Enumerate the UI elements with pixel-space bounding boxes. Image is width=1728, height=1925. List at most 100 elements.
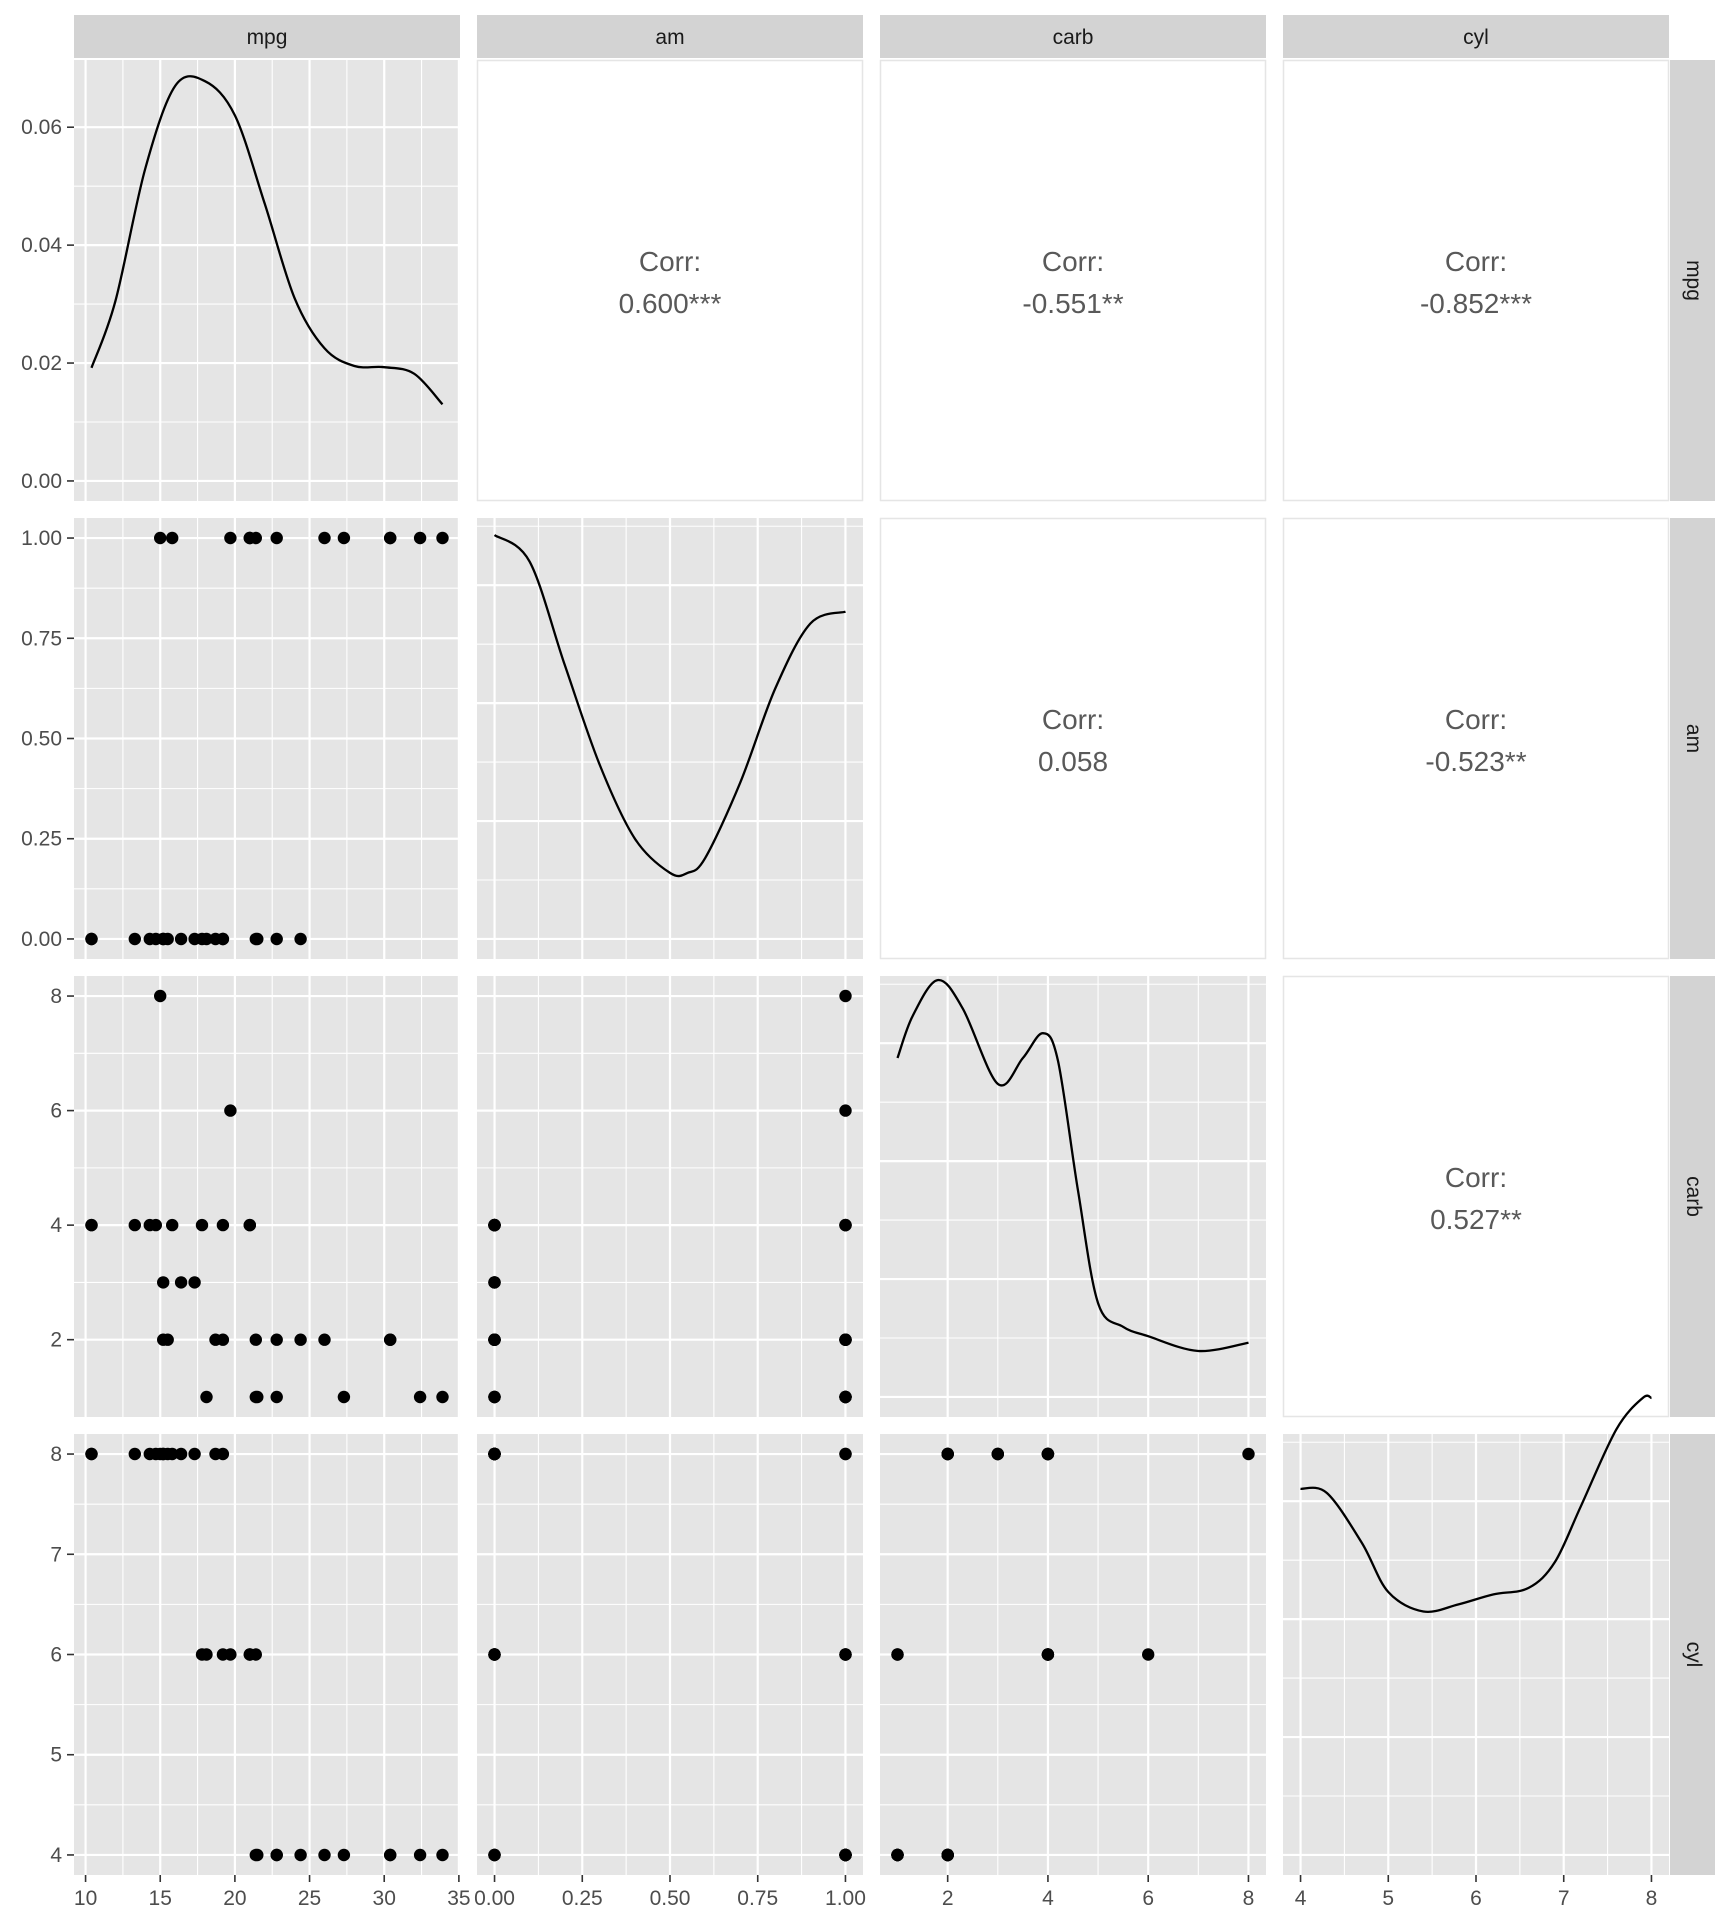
scatter-point bbox=[85, 1447, 98, 1461]
scatter-point bbox=[270, 932, 283, 946]
x-tick-label: 0.00 bbox=[474, 1887, 515, 1910]
y-tick-label: 5 bbox=[50, 1744, 62, 1767]
correlation-label: Corr: bbox=[1042, 246, 1104, 277]
scatter-point bbox=[85, 932, 98, 946]
correlation-panel bbox=[1282, 517, 1670, 960]
correlation-label: Corr: bbox=[1445, 1162, 1507, 1193]
y-tick-label: 8 bbox=[50, 1443, 62, 1466]
x-tick-label: 15 bbox=[149, 1887, 172, 1910]
scatter-point bbox=[188, 932, 201, 946]
x-tick-label: 10 bbox=[74, 1887, 97, 1910]
x-tick-label: 6 bbox=[1470, 1887, 1482, 1910]
density-curve-mpg bbox=[90, 75, 444, 406]
strip-right-label: carb bbox=[1682, 1176, 1705, 1217]
correlation-label: Corr: bbox=[1445, 704, 1507, 735]
density-curve-carb bbox=[896, 978, 1249, 1353]
scatter-point bbox=[1242, 1447, 1255, 1461]
correlation-panel bbox=[1282, 59, 1670, 502]
scatter-point bbox=[166, 1447, 179, 1461]
scatter-point bbox=[891, 1848, 904, 1862]
y-tick-label: 8 bbox=[50, 985, 62, 1008]
panel-background bbox=[880, 976, 1266, 1417]
scatter-point bbox=[174, 932, 188, 946]
y-tick-label: 6 bbox=[50, 1644, 62, 1667]
scatter-point bbox=[149, 1218, 162, 1232]
strip-right-label: mpg bbox=[1682, 260, 1705, 301]
y-tick-label: 1.00 bbox=[21, 527, 62, 550]
scatter-point bbox=[270, 1333, 283, 1346]
scatter-point bbox=[384, 531, 397, 545]
scatter-point bbox=[1041, 1447, 1055, 1461]
strip-top-label: cyl bbox=[1463, 26, 1489, 49]
correlation-label: Corr: bbox=[1445, 246, 1507, 277]
correlation-value: 0.058 bbox=[1038, 746, 1108, 777]
strip-top-mpg bbox=[74, 15, 460, 58]
x-tick-label: 0.50 bbox=[650, 1887, 691, 1910]
strip-right-label: am bbox=[1682, 724, 1705, 753]
x-tick-label: 5 bbox=[1382, 1887, 1394, 1910]
x-tick-label: 35 bbox=[447, 1887, 470, 1910]
correlation-value: 0.600*** bbox=[619, 288, 722, 319]
scatter-point bbox=[1041, 1648, 1055, 1661]
scatter-point bbox=[839, 1333, 852, 1346]
y-tick-label: 0.50 bbox=[21, 728, 62, 751]
scatter-point bbox=[941, 1447, 954, 1461]
y-tick-label: 0.75 bbox=[21, 627, 62, 650]
scatter-point bbox=[294, 1333, 307, 1346]
scatter-point bbox=[318, 531, 331, 545]
strip-right-label: cyl bbox=[1682, 1642, 1705, 1668]
density-curve-am bbox=[493, 534, 846, 878]
correlation-panel bbox=[1282, 975, 1670, 1418]
correlation-value: -0.523** bbox=[1425, 746, 1526, 777]
scatter-point bbox=[188, 1276, 201, 1289]
scatter-point bbox=[128, 1447, 141, 1461]
x-tick-label: 0.75 bbox=[737, 1887, 778, 1910]
x-tick-label: 8 bbox=[1646, 1887, 1658, 1910]
y-tick-label: 4 bbox=[50, 1844, 62, 1867]
y-tick-label: 0.00 bbox=[21, 470, 62, 493]
correlation-label: Corr: bbox=[1042, 704, 1104, 735]
scatter-point bbox=[157, 1333, 170, 1346]
scatter-point bbox=[128, 1218, 141, 1232]
scatter-point bbox=[224, 1104, 237, 1117]
scatter-point bbox=[270, 531, 283, 545]
scatter-point bbox=[413, 1848, 427, 1862]
scatter-point bbox=[891, 1648, 904, 1661]
scatter-point bbox=[488, 1848, 501, 1862]
strip-top-cyl bbox=[1283, 15, 1669, 58]
scatter-point bbox=[200, 1390, 213, 1404]
strip-right-mpg bbox=[1670, 60, 1715, 501]
scatter-point bbox=[839, 1447, 852, 1461]
density-curve-cyl bbox=[1300, 1394, 1652, 1614]
scatter-point bbox=[224, 531, 237, 545]
scatter-point bbox=[249, 1648, 262, 1661]
x-tick-label: 4 bbox=[1295, 1887, 1307, 1910]
scatter-point bbox=[157, 1276, 170, 1289]
strip-top-am bbox=[477, 15, 863, 58]
panel-background bbox=[74, 976, 460, 1417]
scatter-point bbox=[839, 1390, 852, 1404]
scatter-point bbox=[154, 531, 167, 545]
scatter-point bbox=[488, 1390, 501, 1404]
x-tick-label: 2 bbox=[942, 1887, 954, 1910]
scatter-point bbox=[154, 989, 167, 1003]
scatter-point bbox=[251, 932, 264, 946]
correlation-value: 0.527** bbox=[1430, 1204, 1522, 1235]
strip-top-label: am bbox=[655, 26, 684, 49]
correlation-panel bbox=[476, 59, 864, 502]
scatter-point bbox=[488, 1333, 501, 1346]
scatter-point bbox=[216, 1333, 230, 1346]
correlation-value: -0.551** bbox=[1022, 288, 1123, 319]
x-tick-label: 30 bbox=[373, 1887, 396, 1910]
scatter-point bbox=[249, 1333, 262, 1346]
y-tick-label: 6 bbox=[50, 1100, 62, 1123]
scatter-point bbox=[188, 1447, 201, 1461]
x-tick-label: 6 bbox=[1142, 1887, 1154, 1910]
scatter-point bbox=[337, 1848, 351, 1862]
scatter-point bbox=[1142, 1648, 1155, 1661]
scatter-point bbox=[318, 1848, 331, 1862]
strip-top-label: carb bbox=[1053, 26, 1094, 49]
scatter-point bbox=[195, 1648, 209, 1661]
scatter-point bbox=[488, 1648, 501, 1661]
